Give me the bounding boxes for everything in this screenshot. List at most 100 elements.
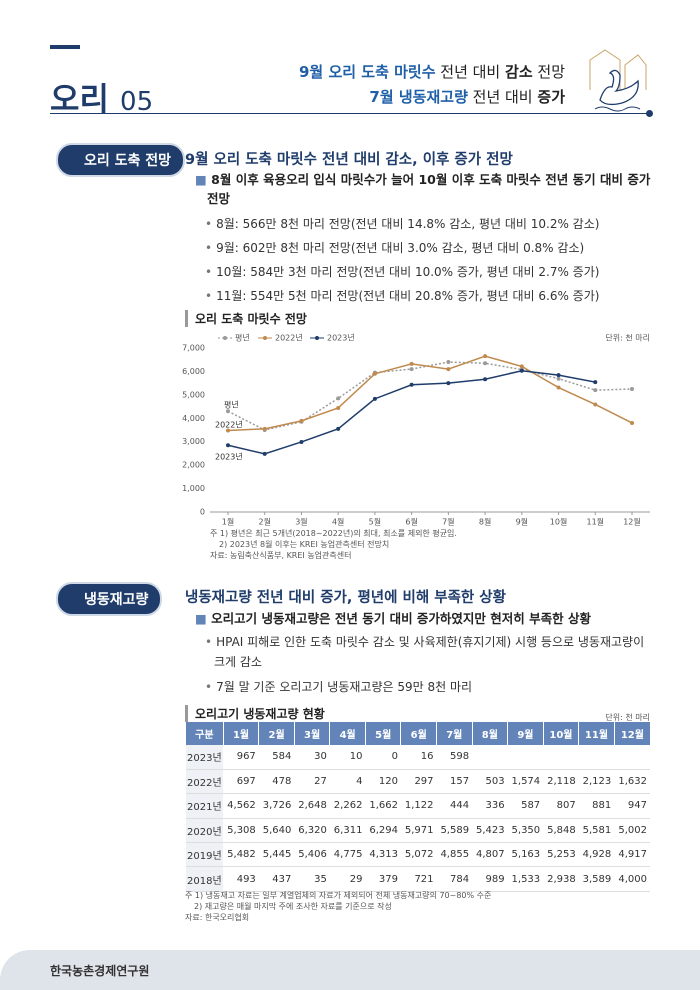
cell: 6,320 [294,818,330,844]
cell: 30 [294,745,330,770]
x-tick-label: 6월 [405,517,417,527]
point [299,439,304,444]
x-tick-label: 12월 [623,517,641,527]
cell: 5,002 [614,818,650,844]
chart: 단위: 천 마리 0 1,000 2,000 3,000 4,000 5,000 6,000 7… [182,333,650,527]
y-tick-label: 5,000 [182,390,205,399]
cell: 587 [507,793,544,819]
text: 8월 이후 육용오리 입식 마릿수가 늘어 10월 이후 도축 마릿수 전년 동… [211,172,651,187]
badge: 오리 도축 전망 [56,143,186,177]
cell: 120 [365,769,401,795]
cell: 5,350 [507,818,544,844]
point [593,388,598,393]
cell: 2023년 [185,745,224,770]
point [226,409,230,414]
point [556,376,561,381]
x-tick-label: 3월 [295,517,307,527]
cell: 444 [436,793,473,819]
cell: 2,648 [294,793,330,819]
cell: 989 [472,866,508,892]
section-title: 오리 05 [50,74,153,120]
point [556,373,561,378]
point [226,428,230,433]
header-cell: 9월 [507,722,544,745]
point [336,396,341,401]
rule-dot [646,110,653,117]
note: 주 1) 평년은 최근 5개년(2018~2022년)의 최대, 최소를 제외한… [210,529,457,538]
point [556,385,561,390]
x-tick-label: 4월 [332,517,344,527]
header-cell: 10월 [542,722,579,745]
cell [543,745,579,770]
cell: 4,000 [614,866,650,892]
cell [578,745,615,770]
legend-marker [223,336,227,340]
cell: 2020년 [185,818,224,844]
cell: 297 [400,769,437,795]
header-cell: 3월 [293,722,330,745]
sub: 11월: 554만 5천 마리 전망(전년 대비 20.8% 증가, 평년 대비… [205,284,599,308]
cell: 379 [365,866,401,892]
title: 오리 [50,80,109,118]
cell: 29 [329,866,366,892]
text: HPAI 피해로 인한 도축 마릿수 감소 및 사육제한(휴지기제) 시행 등으… [216,635,645,649]
cell: 5,848 [543,818,579,844]
cell: 5,253 [543,842,579,868]
point [409,367,414,372]
sub: 9월: 602만 8천 마리 전망(전년 대비 3.0% 감소, 평년 대비 0… [205,236,599,260]
row: 2021년 4,562 3,726 2,648 2,262 1,662 1,122 444 33… [185,793,650,819]
point [446,360,451,365]
x-tick-label: 1월 [222,517,234,527]
footer [0,950,700,990]
hl: 전망 [532,63,565,81]
series-line [227,355,633,432]
cell: 157 [436,769,473,795]
point [446,367,451,372]
row: 2018년 493 437 35 29 379 721 784 989 1,533 2,938 3,5… [185,866,650,892]
row: 2019년 5,482 5,445 5,406 4,775 4,313 5,072 4,855… [185,842,650,868]
legend-label: 2023년 [327,333,355,343]
note: 2) 2023년 8월 이후는 KREI 농업관측센터 전망치 [219,540,390,549]
cell: 2022년 [185,769,224,795]
cell: 598 [436,745,473,770]
cell: 2,123 [578,769,615,795]
unit: 단위: 천 마리 [605,333,650,343]
x-tick-label: 11월 [586,517,604,527]
point [409,361,414,366]
cell: 16 [400,745,437,770]
cell: 35 [294,866,330,892]
cell: 2019년 [185,842,224,868]
point [409,382,414,387]
cell: 5,445 [258,842,295,868]
cell: 1,662 [365,793,401,819]
y-tick-label: 1,000 [182,484,205,493]
cell: 2,118 [543,769,579,795]
sub: 10월: 584만 3천 마리 전망(전년 대비 10.0% 증가, 평년 대비… [205,260,599,284]
cell: 1,533 [507,866,544,892]
x-tick-label: 9월 [516,517,528,527]
x-tick-label: 10월 [550,517,568,527]
main-bullet: ■ 8월 이후 육용오리 입식 마릿수가 늘어 10월 이후 도축 마릿수 전년… [195,172,651,206]
y-tick-label: 7,000 [182,344,205,353]
cell: 6,294 [365,818,401,844]
legend-marker [263,336,267,340]
cell: 4,855 [436,842,473,868]
main-bullet: ■ 오리고기 냉동재고량은 전년 동기 대비 증가하였지만 현저히 부족한 상황 [195,611,591,626]
legend-item: 2023년 [310,333,355,343]
chart-title: 오리 도축 마릿수 전망 [185,310,307,327]
text: 오리고기 냉동재고량은 전년 동기 대비 증가하였지만 현저히 부족한 상황 [211,611,591,626]
header-cell: 12월 [613,722,650,745]
point [593,380,598,385]
series-line [227,361,633,431]
legend-marker [315,336,319,340]
hl: 증가 [537,88,565,106]
headline-line: 9월 오리 도축 마릿수 전년 대비 감소 전망 [299,60,565,85]
y-tick-label: 3,000 [182,437,205,446]
header-cell: 1월 [222,722,259,745]
note: 자료: 한국오리협회 [185,913,250,922]
footer-text: 한국농촌경제연구원 [50,964,150,978]
row: 2022년 697 478 27 4 120 297 157 503 1,574 2,118 2,12… [185,769,650,795]
cell: 5,581 [578,818,615,844]
text: 크게 감소 [214,655,262,669]
